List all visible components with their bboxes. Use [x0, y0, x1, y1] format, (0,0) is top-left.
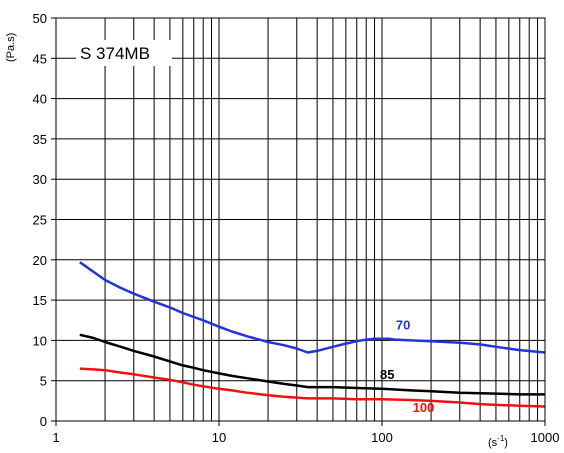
- y-tick-label: 35: [33, 132, 47, 147]
- y-tick-label: 50: [33, 11, 47, 26]
- y-tick-label: 30: [33, 172, 47, 187]
- series-labels: 70 85 100: [380, 318, 434, 415]
- series-label-100: 100: [413, 400, 435, 415]
- chart-title: S 374MB: [80, 44, 150, 63]
- y-tick-label: 5: [40, 374, 47, 389]
- series-label-85: 85: [380, 367, 394, 382]
- y-tick-label: 15: [33, 293, 47, 308]
- series-label-70: 70: [396, 318, 410, 333]
- y-axis-unit-label: (Pa.s): [5, 33, 17, 62]
- x-tick-label: 100: [371, 430, 393, 445]
- y-tick-label: 10: [33, 333, 47, 348]
- x-axis-unit-label: (s-1): [488, 434, 508, 449]
- chart-title-background: [76, 40, 172, 66]
- series-line-100: [79, 367, 546, 408]
- x-tick-label: 1000: [531, 430, 560, 445]
- series-lines: [79, 261, 546, 408]
- y-tick-label: 20: [33, 253, 47, 268]
- x-axis-ticks: 1 10 100 1000: [52, 421, 559, 445]
- series-line-85: [79, 333, 545, 396]
- y-tick-label: 25: [33, 213, 47, 228]
- y-tick-label: 0: [40, 414, 47, 429]
- y-axis-ticks: 0 5 10 15 20 25 30 35 40 45 50: [33, 11, 56, 429]
- grid: [56, 17, 545, 422]
- y-tick-label: 40: [33, 92, 47, 107]
- x-tick-label: 10: [212, 430, 226, 445]
- series-line-70: [79, 261, 546, 354]
- x-tick-label: 1: [52, 430, 59, 445]
- y-tick-label: 45: [33, 51, 47, 66]
